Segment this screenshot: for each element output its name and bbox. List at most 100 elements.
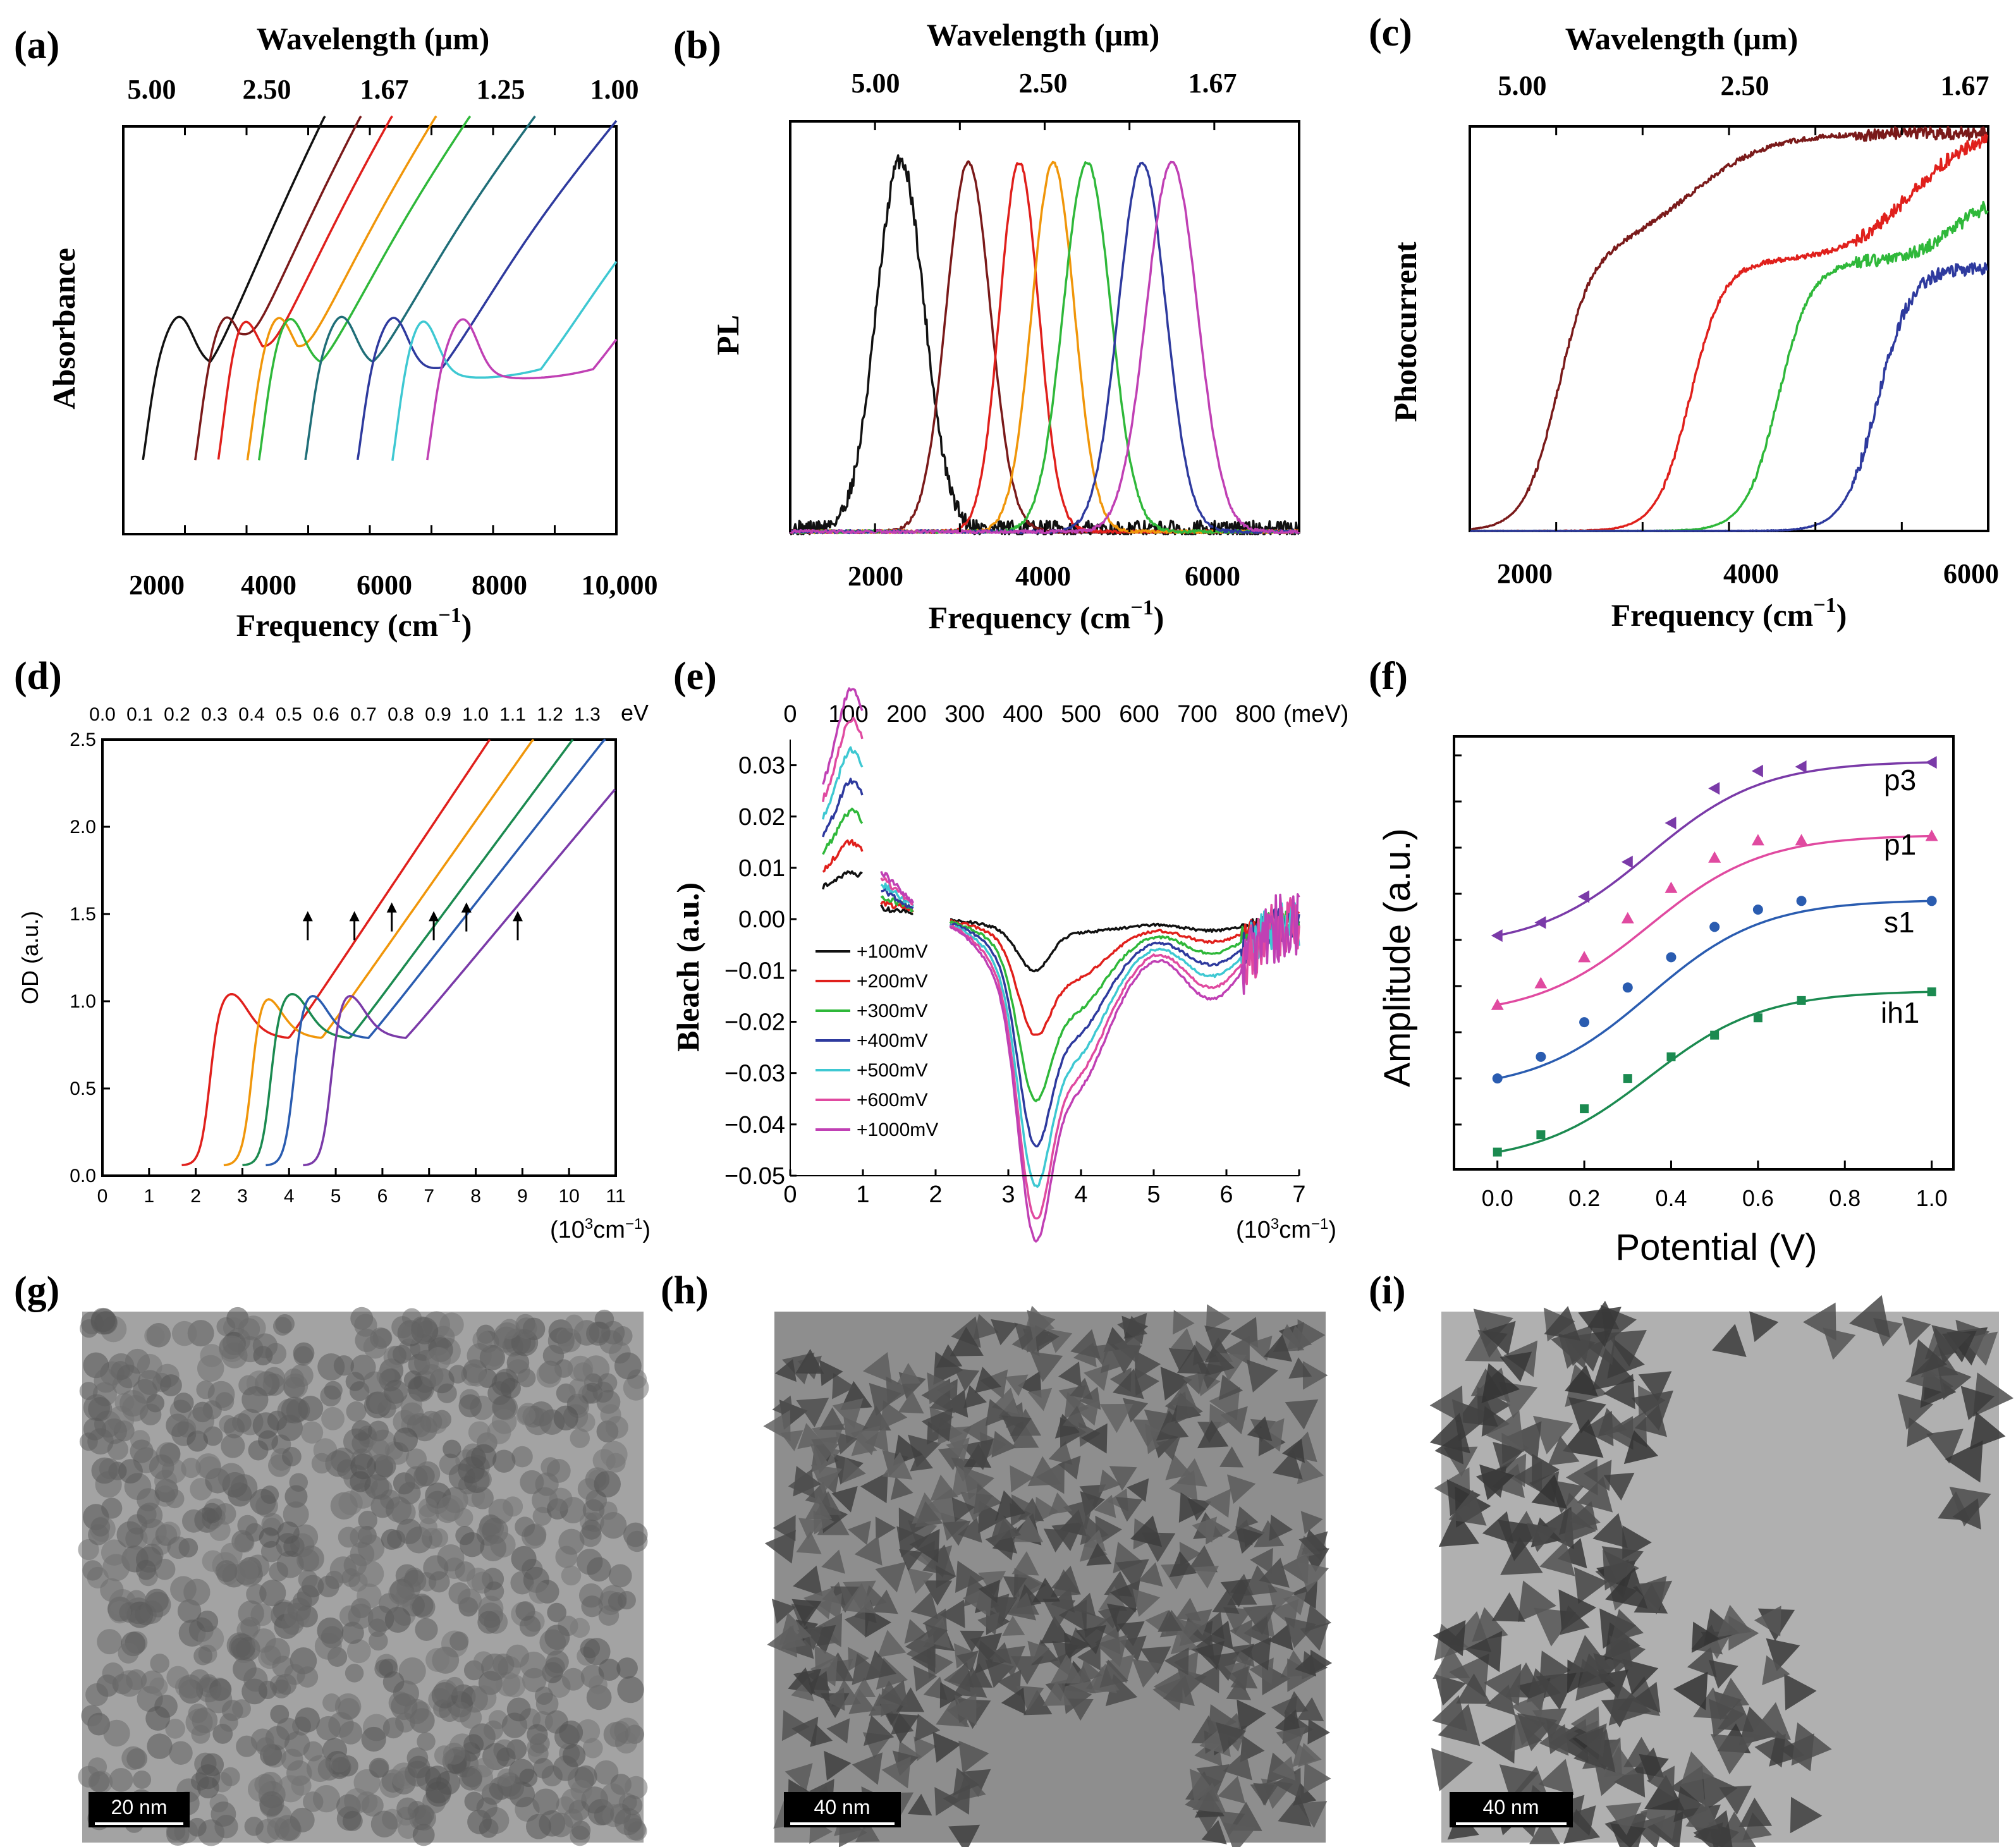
tem-particle	[1518, 1580, 1557, 1623]
tem-particle	[405, 1466, 428, 1489]
tem-particle	[961, 1439, 994, 1470]
tem-particle	[1100, 1342, 1131, 1374]
e-x-tick: 5	[1147, 1181, 1160, 1208]
tem-particle	[909, 1528, 940, 1563]
panel-i: 40 nm	[1429, 1295, 2014, 1847]
tem-particle	[196, 1610, 219, 1633]
tem-particle	[439, 1312, 464, 1338]
a-frame	[122, 125, 618, 535]
tem-particle	[1130, 1515, 1163, 1547]
tem-particle	[289, 1473, 309, 1492]
tem-particle	[351, 1420, 372, 1441]
tem-particle	[94, 1368, 118, 1393]
tem-particle	[398, 1657, 426, 1685]
tem-particle	[166, 1822, 190, 1846]
tem-particle	[546, 1459, 571, 1483]
c-xlabel: Frequency (cm−1)	[1611, 594, 1847, 633]
tem-particle	[369, 1757, 389, 1778]
tem-particle	[1050, 1654, 1084, 1684]
tem-particle	[1575, 1723, 1607, 1758]
tem-particle	[1106, 1603, 1138, 1633]
e-y-tick: 0.03	[738, 753, 785, 779]
tem-particle	[1716, 1678, 1750, 1708]
panel-letter-h: (h)	[661, 1269, 709, 1312]
panel-letter-d: (d)	[14, 655, 62, 698]
tem-particle	[1738, 1797, 1773, 1827]
tem-particle	[412, 1595, 436, 1619]
tem-particle	[329, 1556, 357, 1583]
tem-particle	[516, 1406, 536, 1425]
tem-particle	[911, 1592, 939, 1619]
d-top-tick: 0.5	[276, 704, 302, 725]
f-label-ih1: ih1	[1881, 996, 1919, 1029]
tem-particle	[103, 1719, 130, 1747]
tem-particle	[1592, 1513, 1628, 1549]
c-curve-green	[1469, 200, 1989, 532]
b-x-tick: 2000	[848, 561, 903, 592]
tem-particle	[1226, 1678, 1252, 1700]
tem-particle	[1750, 1702, 1791, 1740]
tem-particle	[1259, 1557, 1290, 1588]
tem-particle	[272, 1317, 292, 1336]
tem-particle	[418, 1497, 438, 1518]
tem-particle	[1533, 1415, 1573, 1454]
tem-particle	[1240, 1637, 1271, 1671]
a-curve-darkred	[194, 115, 362, 461]
tem-particle	[1681, 1751, 1714, 1784]
tem-particle	[1500, 1351, 1532, 1382]
tem-particle	[1058, 1455, 1081, 1480]
tem-particle	[496, 1747, 516, 1767]
f-label-p3: p3	[1884, 764, 1916, 796]
e-top-tick: 300	[944, 701, 984, 728]
e-legend-label: +200mV	[857, 971, 928, 992]
d-x-tick: 3	[237, 1186, 248, 1207]
tem-particle	[407, 1755, 431, 1779]
tem-particle	[1568, 1501, 1598, 1531]
b-xlabel: Frequency (cm−1)	[929, 596, 1164, 635]
tem-particle	[497, 1768, 516, 1787]
tem-particle	[958, 1518, 982, 1543]
f-point-ih1	[1623, 1074, 1632, 1083]
e-axes	[790, 740, 1299, 1176]
a-top-tick: 1.00	[590, 74, 639, 105]
tem-particle	[1095, 1515, 1122, 1546]
tem-particle	[102, 1554, 130, 1582]
tem-particle	[1719, 1785, 1752, 1815]
tem-particle	[819, 1407, 846, 1430]
tem-particle	[1526, 1523, 1558, 1552]
tem-particle	[1204, 1326, 1232, 1352]
tem-particle	[1117, 1621, 1145, 1647]
tem-particle	[1285, 1399, 1319, 1430]
tem-particle	[149, 1677, 168, 1697]
tem-particle	[864, 1715, 895, 1746]
tem-particle	[404, 1698, 429, 1724]
tem-particle	[396, 1797, 419, 1820]
e-curve-magenta	[822, 687, 864, 785]
f-point-p3	[1708, 782, 1720, 795]
c-top-tick: 1.67	[1941, 70, 1989, 101]
tem-particle	[89, 1516, 116, 1542]
tem-particle	[886, 1376, 912, 1406]
tem-particle	[317, 1353, 345, 1381]
e-y-tick: −0.04	[724, 1112, 785, 1138]
tem-particle	[1646, 1765, 1675, 1798]
tem-particle	[195, 1453, 221, 1479]
tem-particle	[1079, 1659, 1103, 1684]
tem-particle	[568, 1378, 587, 1397]
tem-particle	[1080, 1423, 1108, 1454]
tem-particle	[1587, 1334, 1616, 1365]
tem-particle	[1603, 1549, 1639, 1591]
tem-particle	[99, 1458, 120, 1480]
tem-particle	[350, 1525, 372, 1549]
tem-particle	[1168, 1382, 1197, 1408]
tem-particle	[511, 1446, 533, 1468]
tem-particle	[466, 1568, 490, 1591]
tem-particle	[277, 1775, 305, 1803]
tem-particle	[802, 1671, 830, 1702]
d-curves	[181, 738, 616, 1167]
e-legend-label: +1000mV	[857, 1119, 938, 1140]
d-x-tick: 0	[97, 1186, 108, 1207]
b-curve-magenta	[789, 161, 1300, 535]
tem-particle	[358, 1510, 377, 1530]
tem-particle	[379, 1658, 398, 1678]
